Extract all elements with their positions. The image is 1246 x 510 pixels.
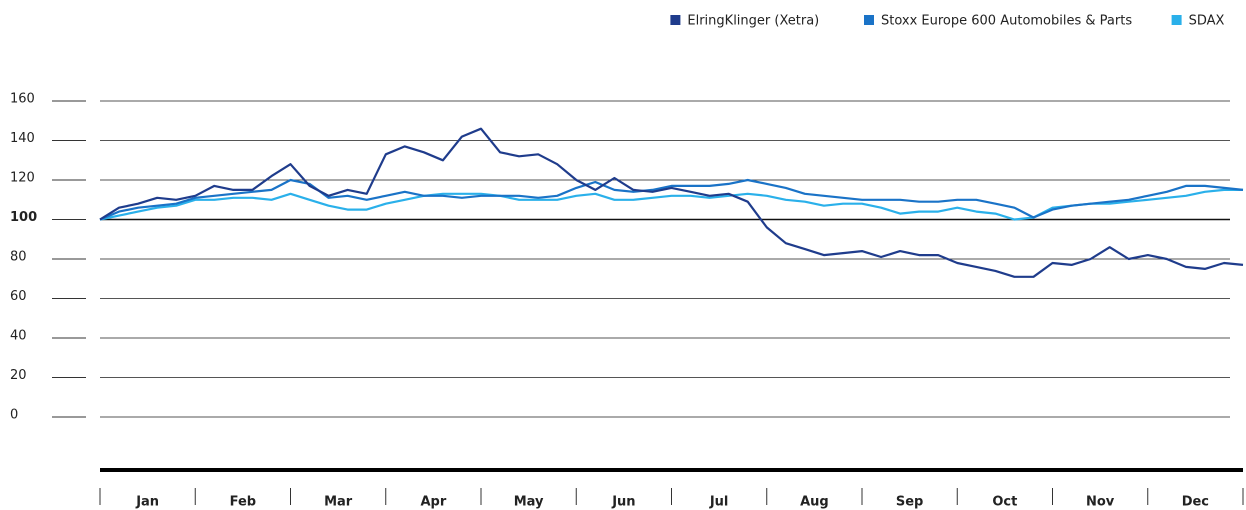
x-tick-label: Jun [611,495,635,510]
legend-label: Stoxx Europe 600 Automobiles & Parts [881,14,1132,29]
x-tick-label: Jul [709,495,729,510]
x-tick-label: Dec [1182,495,1209,510]
legend-label: SDAX [1189,14,1225,29]
y-tick-label: 0 [10,408,18,423]
y-tick-label: 160 [10,92,35,107]
x-tick-label: Aug [800,495,829,510]
legend-label: ElringKlinger (Xetra) [687,14,819,29]
y-tick-label: 40 [10,329,27,344]
series-line [99,188,1243,221]
x-tick-label: Apr [420,495,446,510]
x-tick-label: Mar [324,495,353,510]
legend-swatch [864,15,874,25]
x-tick-label: Jan [135,495,159,510]
legend-swatch [670,15,681,25]
series-line [99,178,1244,221]
y-tick-label: 140 [10,131,35,146]
x-tick-label: Nov [1086,495,1115,510]
series-line [99,127,1244,278]
x-axis-bar [100,468,1243,472]
x-tick-label: Feb [230,495,256,510]
x-tick-label: Oct [992,495,1017,510]
legend-swatch [1171,15,1182,25]
y-tick-label: 100 [10,210,37,225]
y-tick-label: 80 [10,250,27,265]
x-tick-label: May [514,495,544,510]
y-tick-label: 60 [10,289,27,304]
y-tick-label: 120 [10,171,35,186]
x-tick-label: Sep [896,495,924,510]
y-tick-label: 20 [10,368,27,383]
